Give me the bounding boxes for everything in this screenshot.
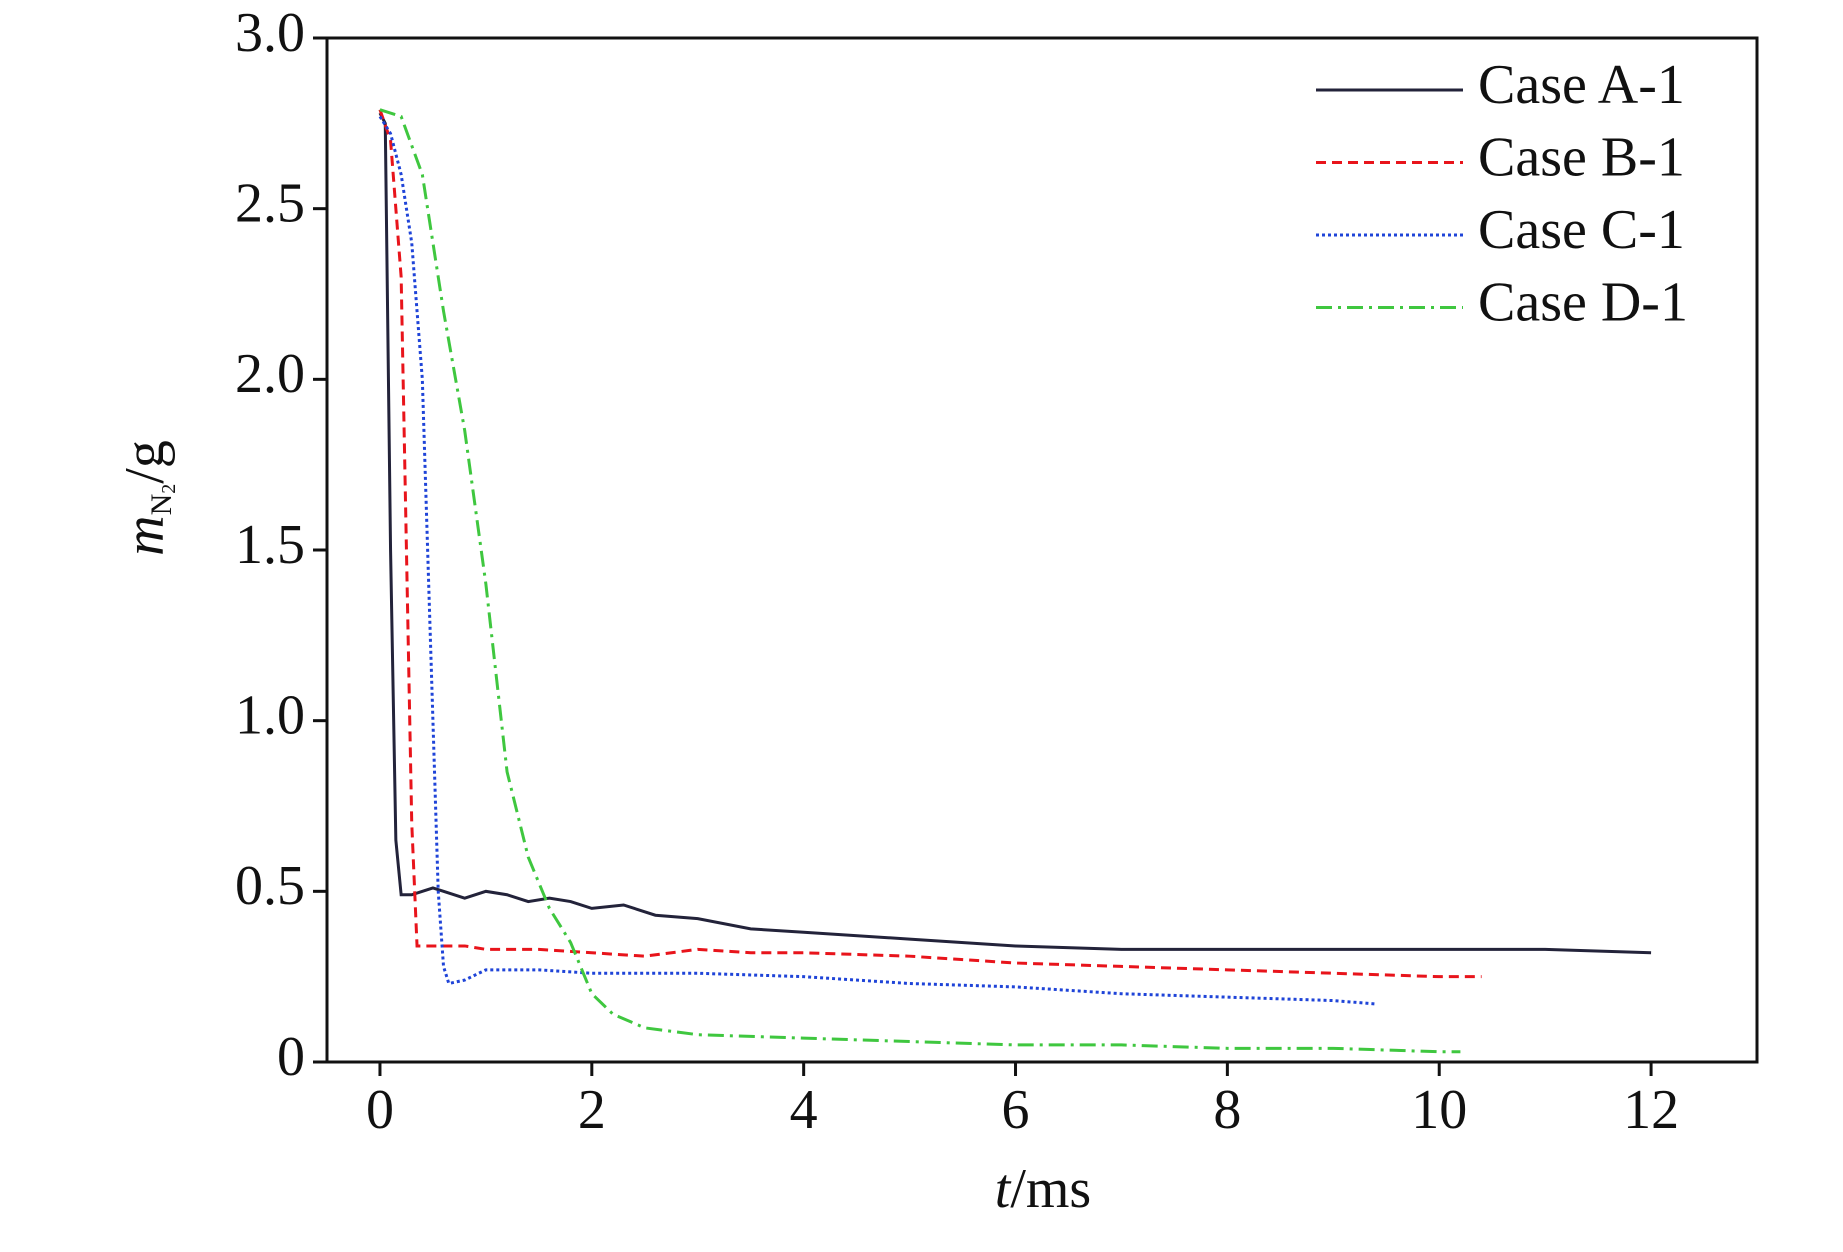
- legend-label: Case A-1: [1478, 54, 1685, 116]
- x-label-unit: /ms: [1010, 1158, 1091, 1220]
- x-tick-label: 4: [790, 1079, 818, 1141]
- y-tick-label: 0.5: [235, 855, 305, 917]
- x-tick-label: 12: [1623, 1079, 1679, 1141]
- plot-frame: [325, 36, 1759, 1064]
- x-tick-label: 2: [578, 1079, 606, 1141]
- data-line: [378, 109, 1482, 979]
- x-tick-label: 8: [1213, 1079, 1241, 1141]
- x-tick-label: 0: [366, 1079, 394, 1141]
- legend-label: Case B-1: [1478, 126, 1685, 188]
- y-tick-label: 2.0: [235, 343, 305, 405]
- legend-label: Case D-1: [1478, 271, 1688, 333]
- data-line: [379, 108, 1461, 1054]
- y-label-subscript: N: [145, 494, 178, 516]
- y-label-symbol: m: [114, 515, 176, 555]
- y-tick-label: 3.0: [235, 2, 305, 64]
- x-label-symbol: t: [995, 1158, 1012, 1220]
- y-label-unit: /g: [114, 440, 176, 484]
- y-tick-label: 1.5: [235, 514, 305, 576]
- x-axis-label: t/ms: [995, 1158, 1091, 1220]
- data-line: [378, 115, 1376, 1006]
- y-tick-label: 0: [277, 1026, 305, 1088]
- y-label-subsubscript: 2: [158, 484, 180, 494]
- x-tick-label: 10: [1411, 1079, 1467, 1141]
- legend-label: Case C-1: [1478, 199, 1685, 261]
- x-tick-label: 6: [1002, 1079, 1030, 1141]
- y-tick-label: 1.0: [235, 685, 305, 747]
- y-axis-label: mN2/g: [114, 440, 180, 556]
- y-tick-label: 2.5: [235, 173, 305, 235]
- data-line: [378, 112, 1652, 955]
